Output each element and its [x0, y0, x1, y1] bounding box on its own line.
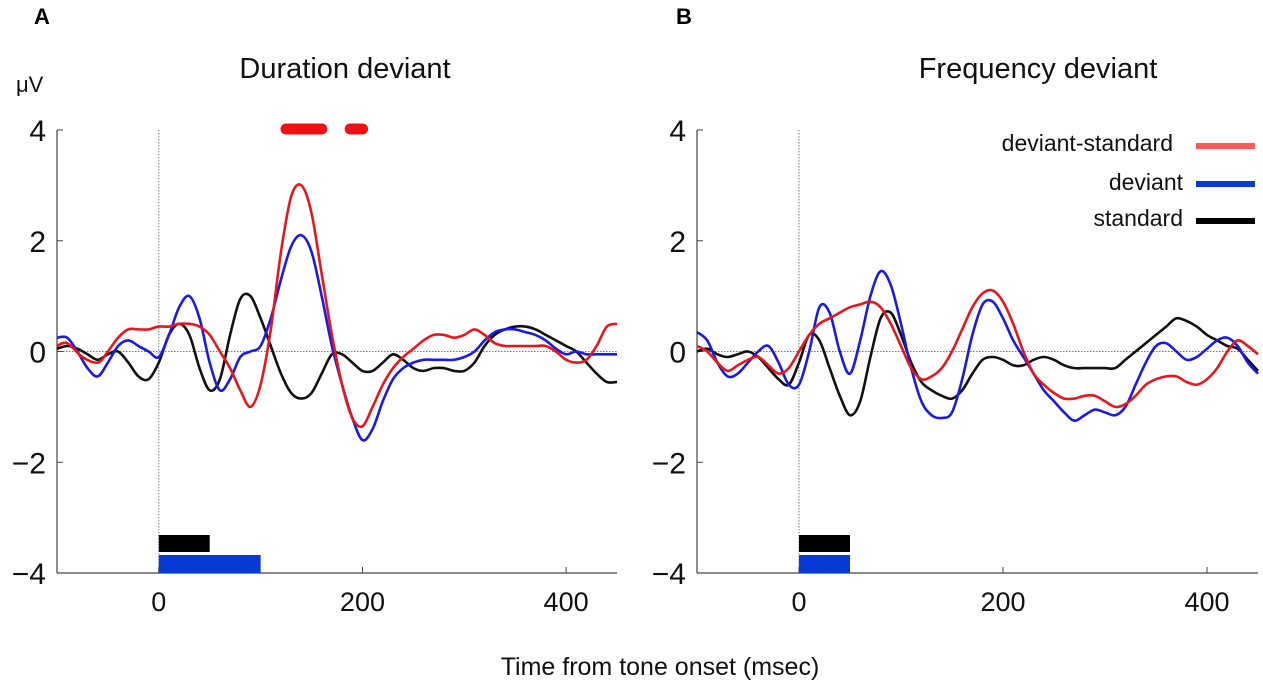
- y-tick-label: 0: [29, 337, 46, 370]
- x-tick-label: 200: [340, 587, 385, 617]
- y-unit-label: μV: [16, 72, 44, 97]
- series-line-deviant-standard: [56, 183, 618, 429]
- panel-b-title: Frequency deviant: [919, 53, 1158, 85]
- significance-bar-deviant: [799, 555, 850, 573]
- series-line-deviant-standard: [696, 288, 1259, 409]
- legend-label-standard: standard: [1093, 205, 1183, 231]
- y-tick-label: −4: [12, 558, 46, 591]
- legend: deviant-standard deviant standard: [1002, 130, 1255, 231]
- significance-bar-standard: [799, 535, 850, 552]
- y-tick-label: −2: [652, 447, 686, 480]
- y-tick-label: 4: [669, 115, 686, 148]
- series-line-standard: [56, 292, 618, 400]
- x-tick-label: 400: [1184, 587, 1229, 617]
- legend-label-deviant-standard: deviant-standard: [1002, 130, 1173, 156]
- y-tick-label: −4: [652, 558, 686, 591]
- significance-bar-deviant: [158, 555, 261, 573]
- x-tick-label: 400: [544, 587, 589, 617]
- y-tick-label: 2: [669, 226, 686, 259]
- series-line-deviant: [56, 233, 617, 442]
- panel-b-plot: −4 −2 0 2 4 0 200 400: [652, 115, 1259, 617]
- x-tick-label: 0: [151, 587, 166, 617]
- x-tick-label: 200: [980, 587, 1025, 617]
- y-tick-label: 4: [29, 115, 46, 148]
- x-tick-label: 0: [791, 587, 806, 617]
- y-tick-label: −2: [12, 447, 46, 480]
- x-axis-label: Time from tone onset (msec): [501, 653, 820, 681]
- panel-a-title: Duration deviant: [239, 53, 450, 85]
- series-line-deviant: [696, 269, 1259, 423]
- panel-letter-a: A: [34, 4, 50, 29]
- series-line-standard: [696, 310, 1259, 417]
- y-tick-label: 0: [669, 337, 686, 370]
- significance-bar-standard: [158, 535, 210, 552]
- panel-a-plot: −4 −2 0 2 4 0 200 400: [12, 115, 618, 617]
- y-tick-label: 2: [29, 226, 46, 259]
- panel-letter-b: B: [676, 4, 692, 29]
- legend-label-deviant: deviant: [1109, 169, 1184, 195]
